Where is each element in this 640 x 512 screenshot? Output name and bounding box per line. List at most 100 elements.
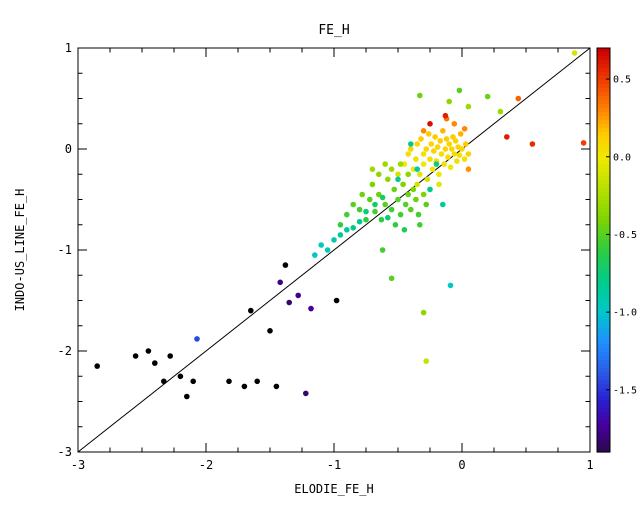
data-point [417,171,423,178]
data-point [372,201,378,208]
data-point [461,156,468,162]
data-point [451,121,458,127]
colorbar-strip [597,384,610,389]
colorbar-strip [597,288,610,293]
data-point [395,176,401,183]
data-point [447,164,454,170]
data-point [267,328,273,334]
data-point [382,161,389,167]
data-point [350,225,357,231]
data-point [425,131,432,137]
data-point [438,151,445,157]
data-point [436,181,442,188]
data-point [273,383,280,390]
colorbar-strip [597,136,610,141]
data-point [443,136,450,142]
colorbar-strip [597,164,610,169]
data-point [397,211,404,218]
data-point [194,336,200,342]
data-point [414,141,421,147]
colorbar-strip [597,144,610,149]
colorbar-strip [597,360,610,365]
data-point [391,186,398,193]
colorbar-strip [597,416,610,421]
colorbar-strip [597,348,610,353]
data-point [241,383,248,390]
colorbar-strip [597,272,610,277]
colorbar-strip [597,404,610,409]
colorbar-strip [597,436,610,441]
data-point [372,208,378,215]
data-point [415,211,422,218]
colorbar-strip [597,448,610,453]
colorbar-strip [597,312,610,317]
colorbar-strip [597,304,610,309]
colorbar-strip [597,336,610,341]
colorbar-strip [597,324,610,329]
data-point [318,242,325,248]
data-point [408,141,414,147]
data-point [428,141,435,147]
colorbar-strip [597,420,610,425]
y-tick-label: -1 [58,243,72,257]
data-point [388,166,395,172]
colorbar-strip [597,344,610,349]
data-point [167,353,173,359]
colorbar-strip [597,372,610,377]
colorbar-strip [597,80,610,85]
colorbar-strip [597,160,610,165]
colorbar-strip [597,76,610,81]
x-tick-label: 1 [586,458,593,472]
data-point [465,103,472,110]
data-point [451,151,458,157]
data-point [420,151,427,157]
data-point [388,206,395,213]
data-point [184,393,190,400]
data-point [446,141,453,147]
colorbar-strip [597,200,610,205]
data-point [401,227,408,233]
data-point [463,141,469,147]
data-point [363,216,369,223]
colorbar-strip [597,52,610,57]
colorbar-strip [597,168,610,173]
data-point [400,181,406,188]
data-point [226,378,232,385]
data-point [420,128,427,134]
colorbar-strip [597,64,610,69]
data-point [456,87,463,94]
data-point [420,309,427,316]
y-tick-label: -2 [58,344,72,358]
data-point [484,93,491,100]
data-point [434,144,441,150]
data-point [369,181,376,188]
data-point [418,136,424,142]
colorbar-strip [597,220,610,225]
colorbar-strip [597,396,610,401]
colorbar-strip [597,268,610,273]
data-point [397,161,404,167]
data-point [436,171,442,178]
colorbar-strip [597,172,610,177]
colorbar-strip [597,280,610,285]
colorbar-strip [597,120,610,125]
data-point [324,247,331,253]
data-point [248,307,254,314]
data-point [356,218,363,225]
data-point [414,181,421,188]
colorbar-strip [597,276,610,281]
data-point [312,252,318,258]
data-point [431,148,437,154]
colorbar-strip [597,156,610,161]
x-tick-label: 0 [458,458,465,472]
colorbar-strip [597,148,610,153]
data-point [395,196,401,203]
colorbar-strip [597,96,610,101]
data-point [395,171,401,178]
data-point [465,151,472,157]
data-point [190,378,196,385]
colorbar-strip [597,308,610,313]
data-point [437,138,444,144]
data-point [94,363,100,369]
colorbar-strip [597,176,610,181]
